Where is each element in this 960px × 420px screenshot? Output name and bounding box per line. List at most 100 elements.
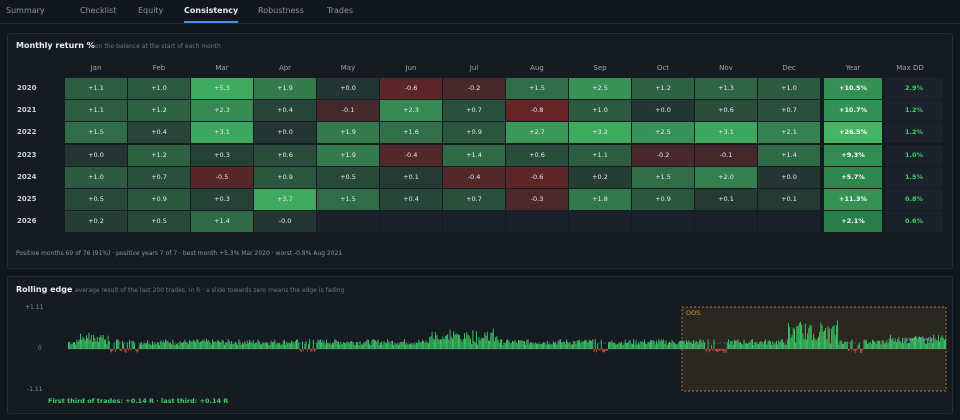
year-label: 2023: [17, 150, 37, 159]
month-return-cell: -0.4: [443, 166, 505, 188]
month-header-jun: Jun: [405, 64, 417, 72]
month-return-cell: +0.6: [695, 100, 757, 122]
rolling-edge-subtitle: average result of the last 200 trades, i…: [75, 287, 345, 294]
month-return-cell: -0.4: [380, 144, 442, 166]
month-header-oct: Oct: [656, 64, 670, 72]
month-header-may: May: [340, 64, 356, 72]
tab-summary[interactable]: Summary: [6, 6, 45, 15]
tab-bar: Summary Checklist Equity Consistency Robustn…: [0, 0, 960, 24]
month-return-cell: +1.6: [380, 122, 442, 144]
month-return-cell: [569, 211, 631, 233]
monthly-summary-footer: Positive months 69 of 76 (91%) · positiv…: [16, 250, 343, 257]
month-return-cell: +0.9: [632, 189, 694, 210]
month-header-aug: Aug: [530, 64, 544, 72]
y-axis-bottom-label: -1.11: [27, 386, 43, 393]
year-total-cell: +10.7%: [824, 100, 882, 122]
month-return-cell: -0.0: [254, 211, 316, 233]
year-label: 2020: [17, 84, 37, 92]
year-total-header: Year: [845, 64, 861, 72]
month-return-cell: +0.0: [632, 100, 694, 122]
month-return-cell: +1.5: [632, 166, 694, 188]
month-return-cell: +1.0: [128, 78, 190, 99]
year-label: 2021: [17, 106, 37, 115]
month-return-cell: +0.9: [254, 166, 316, 188]
month-return-cell: -0.1: [317, 100, 379, 122]
max-dd-cell: 2.9%: [885, 78, 943, 99]
rolling-edge-title: Rolling edge: [16, 285, 73, 294]
month-return-cell: +1.1: [65, 78, 127, 99]
month-return-cell: +0.5: [317, 166, 379, 188]
month-return-cell: +2.5: [632, 122, 694, 144]
year-total-cell: +10.5%: [824, 78, 882, 99]
tab-robustness[interactable]: Robustness: [258, 6, 304, 15]
month-return-cell: +0.7: [443, 100, 505, 122]
month-return-cell: +1.0: [569, 100, 631, 122]
tab-trades[interactable]: Trades: [327, 6, 354, 15]
month-return-cell: +1.1: [569, 144, 631, 166]
max-dd-header: Max DD: [896, 64, 924, 72]
month-return-cell: +0.6: [506, 144, 568, 166]
month-return-cell: +1.8: [569, 189, 631, 210]
max-dd-cell: 0.6%: [885, 211, 943, 233]
month-return-cell: +0.5: [128, 211, 190, 233]
tab-equity[interactable]: Equity: [138, 6, 164, 15]
month-return-cell: +0.7: [443, 189, 505, 210]
tab-consistency[interactable]: Consistency: [184, 0, 239, 23]
month-return-cell: +0.3: [191, 144, 253, 166]
month-header-sep: Sep: [593, 64, 607, 72]
month-return-cell: +0.2: [569, 166, 631, 188]
month-return-cell: [317, 211, 379, 233]
month-return-cell: [758, 211, 820, 233]
month-return-cell: +3.1: [191, 122, 253, 144]
year-total-cell: +9.3%: [824, 144, 882, 166]
month-return-cell: +1.9: [317, 122, 379, 144]
month-return-cell: +1.9: [317, 144, 379, 166]
year-label: 2026: [17, 217, 37, 226]
rolling-edge-bars: [68, 320, 947, 353]
month-return-cell: [380, 211, 442, 233]
month-return-cell: -0.5: [191, 166, 253, 188]
month-return-cell: +1.0: [758, 78, 820, 99]
month-return-cell: +0.9: [128, 189, 190, 210]
year-label: 2024: [17, 172, 37, 181]
month-return-cell: +0.0: [758, 166, 820, 188]
month-header-feb: Feb: [152, 64, 166, 72]
month-return-cell: +1.2: [128, 144, 190, 166]
tab-checklist[interactable]: Checklist: [80, 6, 117, 15]
month-header-jan: Jan: [90, 64, 102, 72]
month-return-cell: -0.6: [506, 166, 568, 188]
monthly-return-panel: Monthly return % on the balance at the s…: [7, 33, 953, 269]
month-return-cell: +1.5: [506, 78, 568, 99]
month-return-cell: +1.4: [758, 144, 820, 166]
max-dd-cell: 1.2%: [885, 100, 943, 122]
year-total-cell: +11.3%: [824, 189, 882, 210]
month-return-cell: +0.4: [380, 189, 442, 210]
month-return-cell: +2.5: [569, 78, 631, 99]
y-axis-zero-label: 0: [38, 345, 42, 352]
year-label: 2022: [17, 128, 37, 137]
month-return-cell: +1.1: [65, 100, 127, 122]
month-return-cell: +5.3: [191, 78, 253, 99]
month-return-cell: +2.3: [191, 100, 253, 122]
month-return-cell: +0.1: [758, 189, 820, 210]
month-return-cell: +2.0: [695, 166, 757, 188]
month-return-cell: -0.6: [380, 78, 442, 99]
month-return-cell: +0.9: [443, 122, 505, 144]
month-return-cell: +0.0: [317, 78, 379, 99]
monthly-return-subtitle: on the balance at the start of each mont…: [95, 43, 221, 50]
month-return-cell: +0.7: [128, 166, 190, 188]
month-return-cell: [443, 211, 505, 233]
month-return-cell: +1.9: [254, 78, 316, 99]
month-return-cell: [695, 211, 757, 233]
month-return-cell: +1.0: [65, 166, 127, 188]
month-return-cell: +1.4: [443, 144, 505, 166]
month-return-cell: +0.1: [695, 189, 757, 210]
month-return-cell: +2.1: [758, 122, 820, 144]
max-dd-cell: 1.0%: [885, 144, 943, 166]
oos-label: OOS: [686, 309, 700, 317]
month-return-cell: +3.7: [254, 189, 316, 210]
year-total-cell: +5.7%: [824, 166, 882, 188]
month-return-cell: +0.3: [191, 189, 253, 210]
month-return-cell: +0.7: [758, 100, 820, 122]
